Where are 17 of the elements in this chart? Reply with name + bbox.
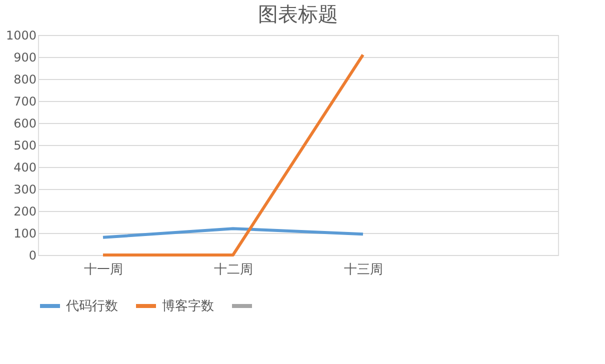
x-tick-label: 十一周: [84, 262, 123, 278]
chart-title: 图表标题: [258, 2, 338, 26]
y-tick-label: 700: [14, 94, 36, 108]
y-tick-label: 200: [14, 204, 36, 218]
y-tick-label: 600: [14, 116, 36, 130]
x-tick-label: 十二周: [214, 262, 253, 278]
y-tick-label: 900: [14, 50, 36, 64]
y-tick-label: 100: [14, 226, 36, 240]
y-tick-label: 300: [14, 182, 36, 196]
x-tick-label: 十三周: [344, 262, 383, 278]
legend-label: 代码行数: [65, 299, 118, 314]
legend-label: 博客字数: [162, 298, 214, 314]
y-tick-label: 1000: [6, 28, 36, 42]
y-tick-label: 500: [14, 138, 36, 152]
y-tick-label: 800: [14, 72, 36, 86]
y-tick-label: 0: [28, 248, 36, 262]
y-tick-label: 400: [14, 160, 36, 174]
